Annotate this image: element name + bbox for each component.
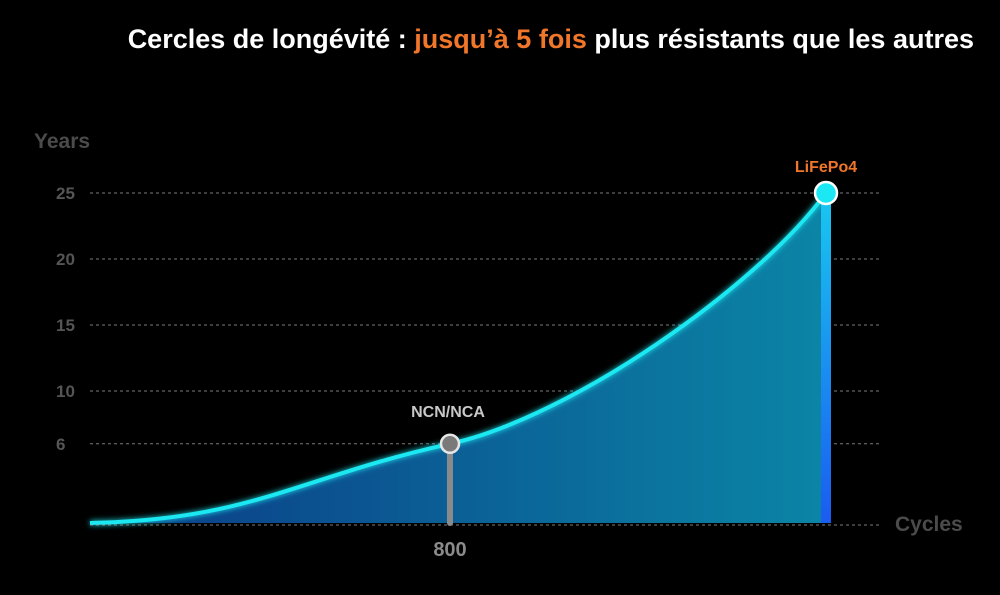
- y-tick-label-15: 15: [56, 316, 75, 335]
- y-tick-label-10: 10: [56, 382, 75, 401]
- chart-title: Cercles de longévité : jusqu’à 5 fois pl…: [0, 24, 974, 55]
- marker-bar-lifepo4: [821, 193, 831, 523]
- marker-point-ncn-nca: [439, 433, 461, 455]
- x-axis-title: Cycles: [895, 513, 963, 536]
- y-tick-label-20: 20: [56, 250, 75, 269]
- marker-point-lifepo4: [813, 180, 839, 206]
- y-tick-label-25: 25: [56, 184, 75, 203]
- y-axis-title: Years: [34, 130, 90, 153]
- y-tick-label-6: 6: [56, 435, 65, 454]
- title-suffix: plus résistants que les autres: [586, 24, 974, 54]
- title-prefix: Cercles de longévité :: [127, 24, 415, 54]
- title-highlight: jusqu’à 5 fois: [414, 24, 587, 54]
- x-tick-label-800: 800: [433, 539, 466, 561]
- curve-area-fill: [90, 193, 826, 523]
- marker-label-lifepo4: LiFePo4: [795, 159, 857, 176]
- marker-label-ncn-nca: NCN/NCA: [411, 404, 485, 421]
